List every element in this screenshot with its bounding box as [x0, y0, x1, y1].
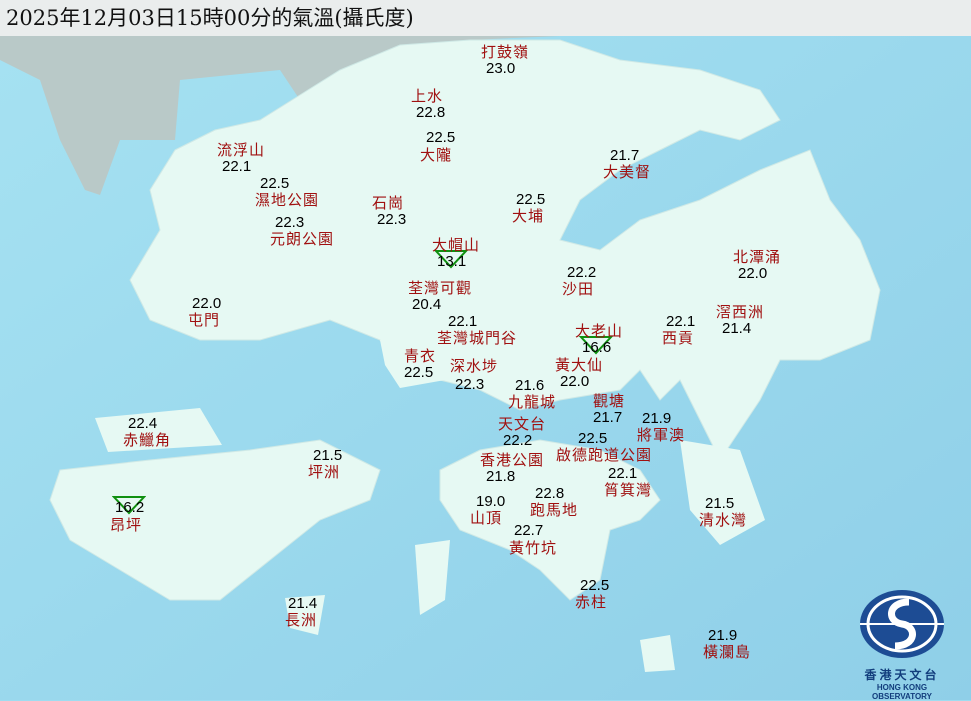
station-name: 黃大仙 — [555, 356, 604, 374]
station-name: 荃灣城門谷 — [437, 329, 518, 347]
hko-name-zh: 香港天文台 — [864, 668, 940, 682]
station-temperature: 22.3 — [275, 214, 305, 231]
tsing-yi-land — [380, 340, 445, 388]
lantau-land — [49, 439, 381, 601]
hong-kong-island-land — [439, 439, 661, 601]
station-temperature: 22.3 — [455, 376, 485, 393]
station-name: 昂坪 — [110, 516, 143, 534]
station-name: 九龍城 — [508, 393, 557, 411]
station-temperature: 22.0 — [192, 295, 222, 312]
station-name: 大美督 — [603, 163, 652, 181]
station-name: 青衣 — [404, 347, 437, 365]
station-name: 流浮山 — [217, 141, 266, 159]
station-name: 赤鱲角 — [123, 431, 172, 449]
station-temperature: 22.8 — [416, 104, 446, 121]
station-name: 上水 — [411, 87, 444, 105]
station-temperature: 22.8 — [535, 485, 565, 502]
station-name: 荃灣可觀 — [408, 279, 473, 297]
chek-lap-kok-land — [95, 408, 222, 452]
station-name: 濕地公園 — [255, 191, 320, 209]
station-temperature: 21.6 — [515, 377, 545, 394]
station-name: 西貢 — [662, 329, 695, 347]
map-title: 2025年12月03日15時00分的氣溫(攝氏度) — [0, 0, 971, 36]
station-name: 跑馬地 — [530, 501, 579, 519]
station-temperature: 22.3 — [377, 211, 407, 228]
station-temperature: 22.5 — [426, 129, 456, 146]
station-temperature: 22.1 — [666, 313, 696, 330]
min-temperature-triangle-icon — [579, 336, 613, 355]
station-temperature: 22.0 — [738, 265, 768, 282]
station-temperature: 22.5 — [516, 191, 546, 208]
station-temperature: 21.5 — [705, 495, 735, 512]
waglan-land — [640, 635, 675, 672]
station-name: 橫瀾島 — [703, 643, 752, 661]
station-temperature: 21.9 — [708, 627, 738, 644]
station-temperature: 22.7 — [514, 522, 544, 539]
hko-name-en: HONG KONG OBSERVATORY — [871, 683, 932, 701]
hko-emblem-icon — [860, 590, 944, 658]
station-name: 元朗公園 — [270, 230, 335, 248]
station-temperature: 22.5 — [580, 577, 610, 594]
station-name: 大老山 — [575, 322, 624, 340]
station-temperature: 22.5 — [578, 430, 608, 447]
station-name: 山頂 — [470, 509, 503, 527]
station-name: 天文台 — [498, 415, 547, 433]
station-name: 大埔 — [512, 207, 545, 225]
station-temperature: 21.4 — [288, 595, 318, 612]
station-name: 石崗 — [372, 194, 405, 212]
station-name: 香港公園 — [480, 451, 545, 469]
station-temperature: 22.2 — [567, 264, 597, 281]
station-name: 深水埗 — [450, 357, 499, 375]
station-name: 清水灣 — [699, 511, 748, 529]
hko-logo: 香港天文台 HONG KONG OBSERVATORY — [852, 588, 952, 701]
station-temperature: 21.4 — [722, 320, 752, 337]
station-name: 將軍澳 — [637, 426, 686, 444]
station-name: 北潭涌 — [733, 248, 782, 266]
lamma-land — [415, 540, 450, 615]
cheung-chau-land — [285, 595, 325, 635]
station-temperature: 22.0 — [560, 373, 590, 390]
station-name: 沙田 — [562, 280, 595, 298]
station-temperature: 22.2 — [503, 432, 533, 449]
station-temperature: 22.5 — [404, 364, 434, 381]
station-name: 打鼓嶺 — [481, 43, 530, 61]
station-temperature: 21.7 — [610, 147, 640, 164]
station-temperature: 22.1 — [608, 465, 638, 482]
clear-water-bay-land — [680, 440, 765, 545]
station-name: 滘西洲 — [716, 303, 765, 321]
station-name: 黃竹坑 — [509, 539, 558, 557]
station-temperature: 21.5 — [313, 447, 343, 464]
station-name: 赤柱 — [575, 593, 608, 611]
min-temperature-triangle-icon — [112, 496, 146, 515]
station-name: 大帽山 — [432, 236, 481, 254]
station-temperature: 23.0 — [486, 60, 516, 77]
station-temperature: 20.4 — [412, 296, 442, 313]
station-temperature: 22.1 — [448, 313, 478, 330]
station-temperature: 21.9 — [642, 410, 672, 427]
station-temperature: 22.4 — [128, 415, 158, 432]
station-name: 大隴 — [420, 146, 453, 164]
station-name: 啟德跑道公園 — [556, 446, 653, 464]
station-temperature: 22.1 — [222, 158, 252, 175]
station-name: 坪洲 — [308, 463, 341, 481]
station-temperature: 21.8 — [486, 468, 516, 485]
station-temperature: 16.6 — [582, 339, 612, 356]
station-name: 筲箕灣 — [604, 481, 653, 499]
min-temperature-triangle-icon — [434, 250, 468, 269]
station-name: 觀塘 — [593, 392, 626, 410]
station-temperature: 22.5 — [260, 175, 290, 192]
station-name: 長洲 — [285, 611, 318, 629]
station-temperature: 19.0 — [476, 493, 506, 510]
shenzhen-land — [0, 0, 971, 195]
station-temperature: 21.7 — [593, 409, 623, 426]
station-temperature: 13.1 — [437, 253, 467, 270]
station-name: 屯門 — [188, 311, 221, 329]
station-temperature: 16.2 — [115, 499, 145, 516]
